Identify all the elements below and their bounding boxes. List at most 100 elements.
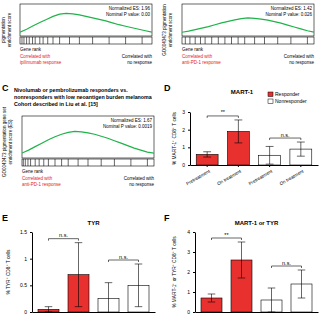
significance-bracket xyxy=(49,239,79,241)
panel-letter: E xyxy=(2,213,8,223)
error-bar xyxy=(48,307,49,312)
tick-label: 0.5 xyxy=(20,282,27,288)
gene-hit xyxy=(211,37,212,44)
legend: ResponderNonresponder xyxy=(268,91,307,104)
legend-label: Nonresponder xyxy=(275,98,307,104)
x-tick: Pretreatment xyxy=(248,165,274,186)
gene-hit xyxy=(61,159,62,166)
y-tick: 1.5 xyxy=(20,229,32,235)
significance-bracket xyxy=(212,238,242,240)
significance-label: n.s. xyxy=(59,232,68,238)
gene-hit xyxy=(78,159,79,166)
error-cap xyxy=(135,264,143,265)
hits-frame xyxy=(22,159,154,166)
end-label: no response xyxy=(129,182,154,187)
error-cap xyxy=(268,288,276,289)
gene-hit xyxy=(224,37,225,44)
gene-hit xyxy=(109,37,110,44)
tick-mark xyxy=(193,292,195,293)
y-axis-label: GO0043473 pigmentation xyxy=(162,4,167,56)
plot-frame xyxy=(182,4,314,36)
marks xyxy=(38,243,149,312)
significance-label: n.s. xyxy=(281,132,290,138)
panel-letter: F xyxy=(164,213,170,223)
chart-panel: ETYR% TYR⁺ CD8⁺ T cells00.511.5n.s.n.s. xyxy=(2,213,156,315)
gene-hit xyxy=(59,37,60,44)
error-cap xyxy=(238,278,246,279)
gene-hit xyxy=(53,37,54,44)
chart-title: MART-1 xyxy=(231,89,254,95)
gene-hit xyxy=(55,159,56,166)
tick-label: 0 xyxy=(182,162,185,168)
gene-hit xyxy=(23,159,24,166)
y-axis: 01234 xyxy=(187,229,195,315)
end-label: Correlated with xyxy=(20,54,51,59)
gene-hit xyxy=(125,37,126,44)
y-tick: 2 xyxy=(182,127,190,133)
legend-label: Responder xyxy=(275,91,300,97)
tick-mark xyxy=(30,312,32,313)
gene-hit xyxy=(43,159,44,166)
chart-panel: FMART-1 or TYR% MART-1⁺ or TYR⁺ CD8⁺ T c… xyxy=(164,213,319,315)
y-axis: 0123 xyxy=(182,109,190,168)
significance-label: n.s. xyxy=(282,260,291,266)
tick-mark xyxy=(193,312,195,313)
annotation: Normalized ES: 1.42 xyxy=(271,6,313,11)
chart-title: Nivolumab or pembrolizumab responders vs… xyxy=(14,87,128,93)
axis-line xyxy=(196,312,319,313)
gene-hit xyxy=(205,37,206,44)
tick-mark xyxy=(300,165,301,167)
error-bar xyxy=(211,294,212,302)
end-label: ipilimumab response xyxy=(20,60,62,65)
x-tick: Pretreatment xyxy=(185,165,211,186)
tick-mark xyxy=(188,112,190,113)
tick-label: 2 xyxy=(182,127,185,133)
annotation: Nominal P value: 0.026 xyxy=(266,12,313,17)
marks xyxy=(196,120,312,165)
figure: pigmentationenrichment scoreNormalized E… xyxy=(0,0,320,320)
gene-hit xyxy=(88,159,89,166)
gene-hit xyxy=(264,37,265,44)
error-cap xyxy=(297,142,305,143)
gene-hit xyxy=(47,37,48,44)
axis-line xyxy=(32,233,33,313)
tick-label: 2 xyxy=(187,269,190,275)
tick-mark xyxy=(188,147,190,148)
gene-hit xyxy=(307,37,308,44)
end-label: no response xyxy=(127,60,152,65)
end-label: Correlated with xyxy=(122,54,153,59)
gene-hit xyxy=(254,37,255,44)
tick-mark xyxy=(269,165,270,167)
gene-hit xyxy=(79,37,80,44)
error-bar xyxy=(238,120,239,143)
axis-line xyxy=(195,233,196,313)
gene-hit xyxy=(43,37,44,44)
panel-letter: C xyxy=(2,83,9,93)
gene-hit xyxy=(68,159,69,166)
x-axis-label: Gene rank xyxy=(22,169,44,174)
plot-frame xyxy=(22,116,154,158)
gene-hit xyxy=(101,159,102,166)
tick-mark xyxy=(30,259,32,260)
marks xyxy=(182,18,314,44)
gene-hit xyxy=(26,37,27,44)
error-cap xyxy=(297,156,305,157)
gene-hit xyxy=(23,37,24,44)
tick-mark xyxy=(193,232,195,233)
tick-mark xyxy=(193,272,195,273)
significance-bracket xyxy=(270,138,301,140)
significance-label: n.s. xyxy=(119,254,128,260)
y-axis-label: % MART-1⁺ or TYR⁺ CD8⁺ T cells xyxy=(172,236,177,308)
x-axis xyxy=(196,312,319,314)
panel-letter: D xyxy=(164,83,171,93)
marks xyxy=(20,13,152,44)
error-bar xyxy=(301,270,302,298)
gene-hit xyxy=(39,37,40,44)
y-tick: 0 xyxy=(187,309,195,315)
annotation: Normalized ES: 1.67 xyxy=(111,118,153,123)
gene-hit xyxy=(48,159,49,166)
axis-line xyxy=(191,165,319,166)
y-tick: 1 xyxy=(24,256,32,262)
error-cap xyxy=(298,270,306,271)
enrichment-curve xyxy=(182,18,314,32)
